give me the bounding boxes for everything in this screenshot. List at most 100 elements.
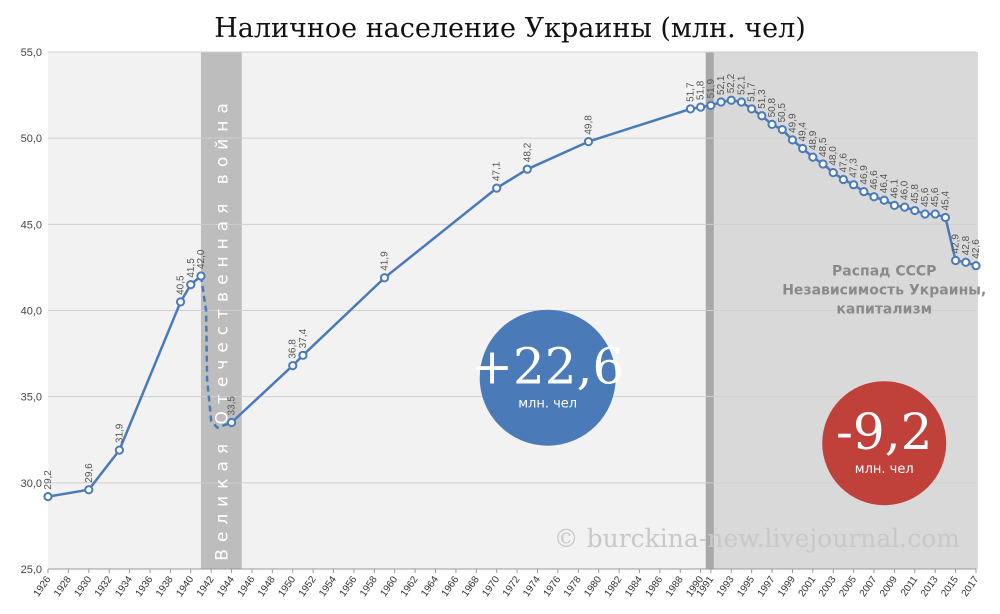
data-point [726, 95, 736, 105]
data-point [920, 209, 930, 219]
data-label: 48,9 [808, 130, 819, 150]
data-point [379, 273, 390, 283]
y-tick-label: 50,0 [21, 133, 42, 145]
x-tick-label: 1976 [542, 574, 564, 599]
data-label: 29,2 [43, 470, 54, 490]
y-tick-label: 45,0 [21, 219, 42, 231]
data-point [175, 297, 186, 307]
watermark-text: © burckina-new.livejournal.com [554, 524, 961, 553]
data-label: 45,8 [910, 184, 921, 204]
data-point [900, 202, 910, 212]
data-point [186, 280, 196, 290]
data-label: 45,6 [930, 187, 941, 207]
x-tick-label: 1968 [460, 574, 482, 599]
x-tick-label: 1997 [756, 574, 778, 599]
x-tick-label: 2007 [858, 574, 880, 599]
data-point [961, 257, 971, 267]
x-tick-label: 2009 [878, 574, 900, 599]
data-label: 46,4 [879, 173, 890, 193]
data-point [787, 135, 798, 145]
data-label: 52,2 [726, 73, 737, 93]
y-tick-label: 55,0 [21, 47, 42, 59]
x-tick-label: 1942 [195, 574, 217, 599]
x-tick-label: 1940 [174, 574, 196, 599]
x-tick-label: 1930 [72, 574, 94, 599]
data-point [951, 255, 961, 266]
data-point [288, 361, 298, 371]
data-label: 48,5 [818, 137, 829, 157]
data-label: 40,5 [176, 275, 187, 295]
y-tick-label: 40,0 [21, 306, 42, 318]
war-period-label: Великая Отечественная война [212, 96, 232, 561]
data-point [828, 168, 838, 178]
callout-unit: млн. чел [518, 397, 577, 412]
x-tick-label: 1946 [236, 574, 258, 599]
callout-circle [822, 381, 947, 506]
data-point [747, 104, 757, 114]
period-annotation-line: Независимость Украины, [782, 282, 986, 298]
period-annotation-line: Распад СССР [832, 263, 936, 279]
data-point [492, 183, 502, 193]
callout-unit: млн. чел [855, 462, 914, 477]
data-label: 52,1 [716, 75, 727, 95]
data-label: 49,9 [787, 113, 798, 133]
x-tick-label: 2003 [817, 574, 839, 599]
data-point [971, 261, 981, 271]
data-label: 50,5 [777, 103, 788, 123]
x-tick-label: 2005 [837, 574, 859, 599]
data-point [685, 104, 696, 114]
x-tick-label: 1972 [501, 574, 523, 599]
data-point [808, 152, 818, 162]
data-label: 50,8 [767, 97, 778, 117]
x-tick-label: 1932 [93, 574, 115, 599]
data-label: 42,9 [951, 234, 962, 254]
x-tick-label: 1974 [521, 574, 543, 599]
data-label: 33,5 [227, 396, 238, 416]
data-point [849, 180, 859, 190]
chart-title: Наличное население Украины (млн. чел) [214, 13, 806, 44]
x-tick-label: 1970 [480, 574, 502, 599]
data-point [910, 205, 920, 216]
data-point [706, 100, 716, 111]
data-label: 42,6 [971, 239, 982, 259]
data-point [889, 200, 900, 210]
data-point [583, 137, 594, 147]
x-tick-label: 2011 [899, 574, 921, 598]
x-tick-label: 1926 [32, 574, 54, 599]
data-point [869, 192, 879, 202]
x-tick-label: 1984 [623, 574, 645, 599]
data-label: 42,8 [961, 235, 972, 255]
x-tick-label: 1958 [358, 574, 380, 599]
y-tick-label: 30,0 [21, 478, 42, 490]
data-label: 48,2 [522, 142, 533, 162]
data-label: 51,9 [706, 79, 717, 99]
data-label: 47,1 [492, 161, 503, 181]
x-tick-label: 1986 [644, 574, 666, 599]
data-label-layer: 29,2 29,6 31,9 40,541,5 42,0 33,5 36,837,4 41,9… [43, 73, 982, 489]
data-label: 41,5 [186, 258, 197, 278]
x-tick-label: 2017 [960, 574, 982, 599]
callout-value: +22,6 [471, 338, 624, 396]
data-label: 42,0 [196, 249, 207, 269]
data-point [196, 271, 206, 281]
data-point [940, 212, 951, 223]
period-annotation: Распад СССР Независимость Украины, капитал… [782, 263, 986, 317]
annotation-layer: Великая Отечественная война Распад СССР Не… [212, 96, 986, 561]
data-point [879, 195, 889, 205]
data-point [838, 174, 849, 185]
data-point [930, 209, 940, 219]
data-label: 52,1 [736, 75, 747, 95]
data-label: 29,6 [84, 463, 95, 483]
data-label: 51,3 [757, 89, 768, 109]
data-point [716, 97, 726, 107]
data-point [777, 124, 787, 135]
series-line-war-dip [199, 275, 233, 430]
y-tick-label: 35,0 [21, 392, 42, 404]
x-tick-label: 1999 [776, 574, 798, 599]
data-point [736, 97, 747, 107]
data-label: 49,4 [798, 122, 809, 142]
x-tick-label: 1938 [154, 574, 176, 599]
data-label: 45,4 [940, 191, 951, 211]
data-point [84, 485, 94, 495]
data-point [522, 164, 532, 174]
